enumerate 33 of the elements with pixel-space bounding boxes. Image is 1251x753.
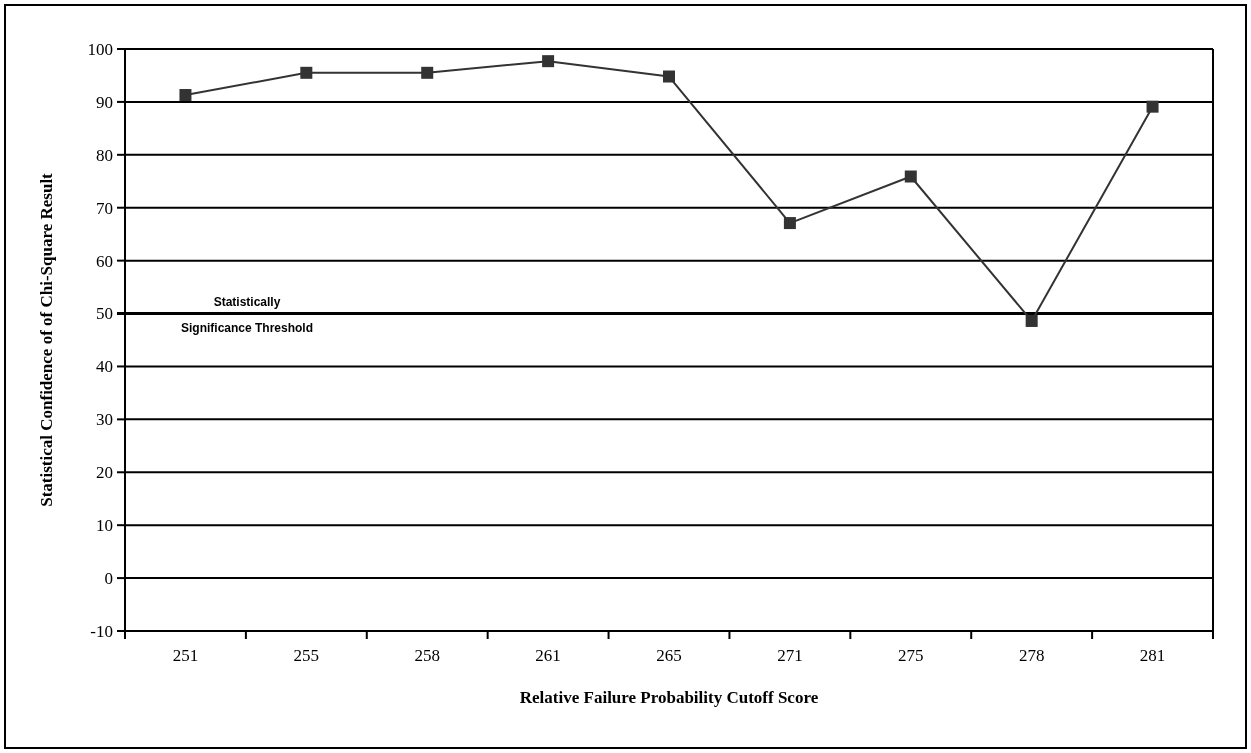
- x-tick-label: 261: [535, 646, 561, 665]
- point: [904, 170, 917, 183]
- x-tick-label: 265: [656, 646, 682, 665]
- x-tick-label: 251: [172, 646, 199, 665]
- x-axis-title: Relative Failure Probability Cutoff Score: [519, 688, 819, 707]
- point: [542, 55, 555, 68]
- ref-line-label: Statistically Significance Threshold: [180, 294, 314, 335]
- point: [179, 89, 192, 102]
- x-tick-label: 275: [898, 646, 924, 665]
- y-tick-label: 60: [96, 251, 113, 271]
- point: [1025, 314, 1038, 327]
- y-tick-label: 80: [96, 145, 113, 165]
- y-axis-title: Statistical Confidence of of Chi-Square Result: [37, 172, 56, 507]
- y-tick-label: -10: [90, 621, 113, 641]
- point: [1146, 100, 1159, 113]
- y-tick-label: 70: [96, 198, 113, 218]
- y-tick-label: 30: [96, 410, 113, 430]
- y-tick-label: 0: [104, 569, 113, 589]
- y-tick-label: 50: [96, 304, 113, 324]
- x-tick-label: 271: [777, 646, 803, 665]
- y-tick-label: 40: [96, 357, 113, 377]
- y-tick-label: 20: [96, 463, 113, 483]
- y-tick-label: 90: [96, 92, 113, 112]
- y-tick-label: 100: [87, 39, 113, 59]
- point: [421, 66, 434, 79]
- x-tick-label: 278: [1018, 646, 1045, 665]
- y-tick-label: 10: [96, 516, 113, 536]
- x-tick-label: 281: [1139, 646, 1166, 665]
- point: [783, 217, 796, 230]
- point: [300, 66, 313, 79]
- x-tick-label: 258: [414, 646, 440, 665]
- point: [663, 70, 675, 83]
- x-tick-label: 255: [293, 646, 320, 665]
